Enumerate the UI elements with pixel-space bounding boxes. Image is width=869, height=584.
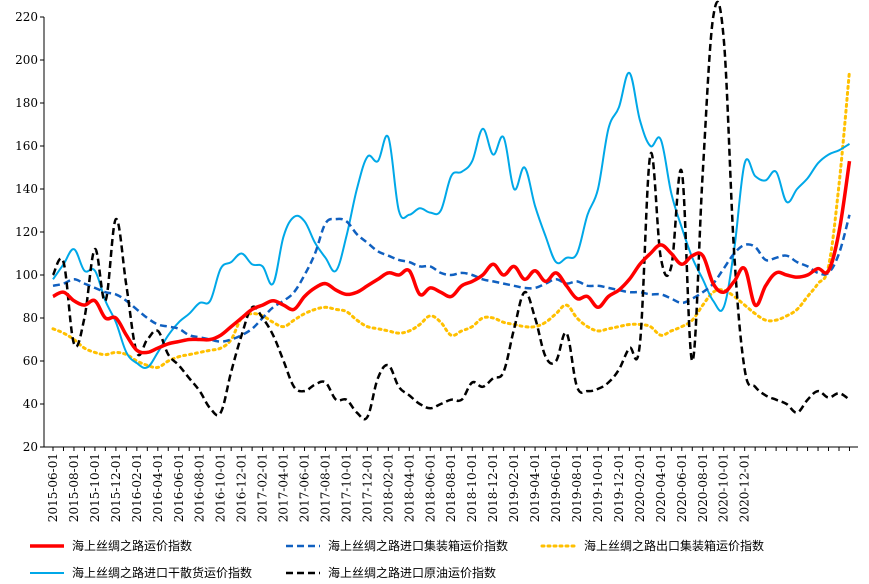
series-layer — [51, 0, 852, 421]
x-tick-label: 2020-02-01 — [633, 453, 647, 522]
y-tick-label: 100 — [15, 268, 38, 282]
y-tick-label: 80 — [23, 311, 38, 325]
x-tick-label: 2016-02-01 — [130, 453, 144, 522]
x-tick-label: 2020-06-01 — [675, 453, 689, 522]
y-tick-label: 160 — [15, 139, 38, 153]
x-tick-label: 2020-04-01 — [654, 453, 668, 522]
x-tick-label: 2018-10-01 — [465, 453, 479, 522]
x-axis: 2015-06-01 2015-08-01 2015-10-01 2015-12-01… — [44, 446, 858, 522]
x-tick-label: 2018-06-01 — [423, 453, 437, 522]
legend-item-import-crude: 海上丝绸之路进口原油运价指数 — [286, 565, 496, 580]
y-tick-label: 200 — [15, 53, 38, 67]
x-tick-label: 2019-12-01 — [612, 453, 626, 522]
series-line-import-container — [52, 214, 851, 343]
x-tick-label: 2017-08-01 — [318, 453, 332, 522]
legend-label: 海上丝绸之路进口原油运价指数 — [328, 565, 496, 580]
legend-item-export-container: 海上丝绸之路出口集装箱运价指数 — [540, 538, 764, 553]
y-tick-label: 220 — [15, 10, 38, 24]
y-tick-label: 20 — [23, 440, 38, 454]
x-tick-label: 2019-04-01 — [528, 453, 542, 522]
y-tick-label: 180 — [15, 96, 38, 110]
series-line-export-container — [51, 69, 851, 370]
y-tick-label: 40 — [23, 397, 38, 411]
x-tick-label: 2018-08-01 — [444, 453, 458, 522]
x-tick-label: 2015-08-01 — [67, 453, 81, 522]
legend-label: 海上丝绸之路运价指数 — [72, 538, 192, 553]
x-tick-label: 2019-10-01 — [591, 453, 605, 522]
x-tick-label: 2020-12-01 — [738, 453, 752, 522]
x-tick-label: 2017-10-01 — [339, 453, 353, 522]
x-tick-label: 2017-02-01 — [256, 453, 270, 522]
legend-label: 海上丝绸之路进口干散货运价指数 — [72, 565, 252, 580]
x-tick-label: 2016-10-01 — [214, 453, 228, 522]
y-tick-label: 120 — [15, 225, 38, 239]
legend: 海上丝绸之路运价指数 海上丝绸之路进口集装箱运价指数 海上丝绸之路出口集装箱运价指数… — [30, 538, 764, 580]
x-tick-label: 2017-04-01 — [277, 453, 291, 522]
x-tick-label: 2015-12-01 — [109, 453, 123, 522]
x-tick-label: 2020-10-01 — [717, 453, 731, 522]
x-tick-label: 2016-12-01 — [235, 453, 249, 522]
x-tick-label: 2015-06-01 — [46, 453, 60, 522]
x-tick-label: 2016-06-01 — [172, 453, 186, 522]
x-tick-label: 2018-02-01 — [381, 453, 395, 522]
x-tick-label: 2018-12-01 — [486, 453, 500, 522]
x-tick-group: 2015-06-01 2015-08-01 2015-10-01 2015-12-01… — [46, 447, 850, 522]
x-tick-label: 2017-12-01 — [360, 453, 374, 522]
x-tick-label: 2019-08-01 — [570, 453, 584, 522]
y-tick-label: 60 — [23, 354, 38, 368]
series-line-import-drybulk — [52, 71, 851, 369]
y-tick-label: 140 — [15, 182, 38, 196]
x-tick-label: 2019-06-01 — [549, 453, 563, 522]
legend-item-import-container: 海上丝绸之路进口集装箱运价指数 — [286, 538, 508, 553]
legend-label: 海上丝绸之路进口集装箱运价指数 — [328, 538, 508, 553]
x-tick-label: 2016-04-01 — [151, 453, 165, 522]
legend-item-composite: 海上丝绸之路运价指数 — [30, 538, 192, 553]
legend-label: 海上丝绸之路出口集装箱运价指数 — [584, 538, 764, 553]
series-line-composite — [52, 160, 852, 355]
x-tick-label: 2020-08-01 — [696, 453, 710, 522]
legend-item-import-drybulk: 海上丝绸之路进口干散货运价指数 — [30, 565, 252, 580]
x-tick-label: 2019-02-01 — [507, 453, 521, 522]
x-tick-label: 2018-04-01 — [402, 453, 416, 522]
y-axis: 20 40 60 80 100 120 140 160 180 200 220 — [15, 10, 45, 454]
series-line-import-crude — [51, 0, 851, 421]
x-tick-label: 2015-10-01 — [88, 453, 102, 522]
y-tick-group: 20 40 60 80 100 120 140 160 180 200 220 — [15, 10, 44, 454]
x-tick-label: 2016-08-01 — [193, 453, 207, 522]
x-tick-label: 2017-06-01 — [298, 453, 312, 522]
